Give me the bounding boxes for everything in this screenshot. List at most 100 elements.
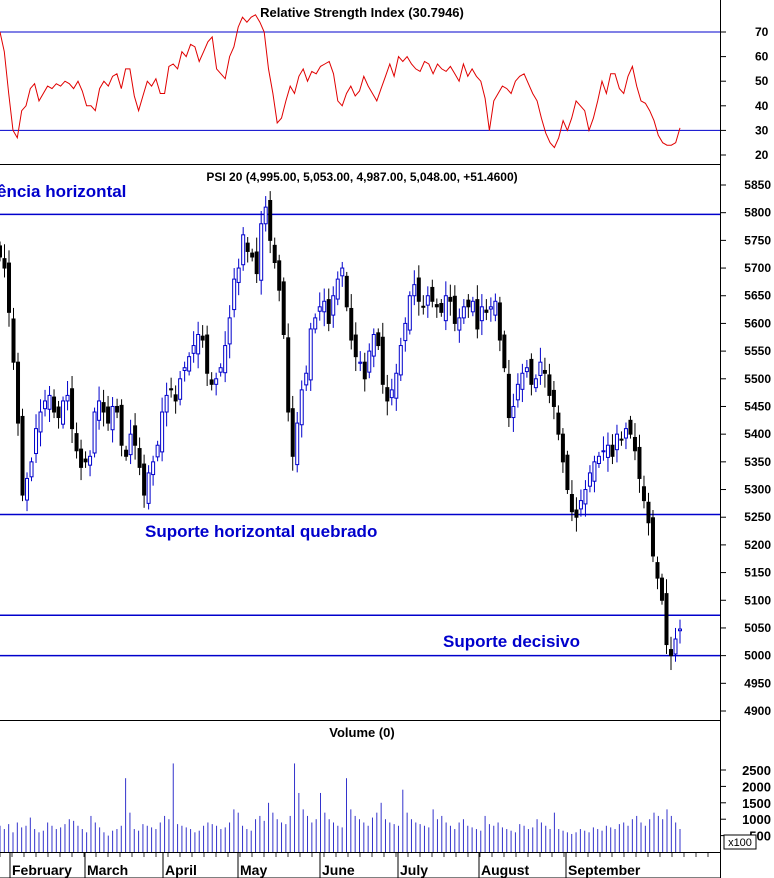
volume-scale-box — [723, 834, 757, 850]
price-reference-lines — [0, 213, 720, 657]
candle-body — [2, 258, 7, 269]
candle-body — [38, 411, 43, 433]
candle-body — [304, 372, 309, 386]
candle-body — [556, 412, 561, 435]
month-label: March — [87, 862, 128, 878]
volume-tick-label: 2000 — [742, 779, 771, 794]
price-tick-label: 5800 — [744, 206, 771, 220]
candle-body — [218, 367, 223, 373]
candle-body — [83, 458, 88, 463]
candle-body — [506, 373, 511, 419]
candle-body — [151, 461, 156, 476]
candle-body — [659, 577, 664, 601]
candle-body — [326, 299, 331, 324]
candle-body — [619, 438, 624, 441]
price-panel: PSI 20 (4,995.00, 5,053.00, 4,987.00, 5,… — [0, 170, 771, 718]
volume-title: Volume (0) — [329, 725, 395, 740]
candle-body — [605, 444, 610, 458]
rsi-reference-lines — [0, 31, 720, 131]
candle-body — [25, 477, 30, 501]
candle-body — [331, 295, 336, 316]
volume-tick-label: 1500 — [742, 796, 771, 811]
candle-body — [214, 378, 219, 385]
candle-body — [124, 449, 129, 457]
candle-body — [376, 332, 381, 347]
price-tick-label: 4950 — [744, 676, 771, 690]
month-label: April — [165, 862, 197, 878]
candle-body — [542, 369, 547, 374]
rsi-tick-label: 60 — [755, 50, 769, 64]
price-tick-label: 5400 — [744, 427, 771, 441]
price-tick-label: 5550 — [744, 344, 771, 358]
price-tick-label: 5050 — [744, 621, 771, 635]
candle-body — [520, 372, 525, 390]
candle-body — [20, 415, 25, 496]
candle-body — [43, 400, 48, 410]
rsi-tick-label: 70 — [755, 25, 769, 39]
candle-body — [371, 333, 376, 357]
volume-tick-label: 2500 — [742, 763, 771, 778]
candle-body — [641, 486, 646, 502]
candle-body — [164, 394, 169, 413]
candle-body — [173, 394, 178, 402]
price-tick-label: 5850 — [744, 178, 771, 192]
candle-body — [349, 307, 354, 341]
annotation-broken-support: Suporte horizontal quebrado — [145, 522, 377, 541]
candle-body — [398, 345, 403, 376]
candle-body — [412, 284, 417, 297]
candle-body — [583, 489, 588, 505]
candle-body — [358, 361, 363, 364]
price-tick-label: 5200 — [744, 538, 771, 552]
candle-body — [578, 500, 583, 510]
candle-body — [362, 361, 367, 380]
candle-body — [466, 299, 471, 308]
candle-body — [236, 267, 241, 283]
price-tick-label: 5350 — [744, 455, 771, 469]
candle-body — [322, 300, 327, 313]
candle-body — [200, 335, 205, 341]
candle-body — [115, 405, 120, 413]
candle-body — [434, 304, 439, 308]
candle-body — [209, 379, 214, 385]
volume-tick-label: 1000 — [742, 812, 771, 827]
price-tick-label: 5600 — [744, 316, 771, 330]
candle-body — [457, 317, 462, 331]
candle-body — [353, 334, 358, 358]
candle-body — [497, 302, 502, 341]
candle-body — [29, 461, 34, 478]
candle-body — [7, 262, 12, 313]
candle-body — [587, 472, 592, 487]
price-tick-label: 5250 — [744, 510, 771, 524]
candle-body — [299, 389, 304, 426]
candle-body — [79, 448, 84, 468]
candle-body — [205, 334, 210, 374]
candle-body — [106, 406, 111, 424]
candle-body — [416, 277, 421, 302]
candle-body — [16, 361, 21, 424]
volume-bars — [0, 763, 681, 852]
candle-body — [592, 461, 597, 482]
candle-body — [502, 334, 507, 369]
candle-body — [142, 463, 147, 496]
candle-body — [632, 436, 637, 452]
price-tick-label: 5500 — [744, 372, 771, 386]
candle-body — [191, 345, 196, 354]
candle-body — [146, 472, 151, 504]
candle-body — [646, 501, 651, 524]
candle-body — [313, 317, 318, 330]
price-title: PSI 20 (4,995.00, 5,053.00, 4,987.00, 5,… — [206, 170, 517, 184]
price-tick-label: 5300 — [744, 483, 771, 497]
candle-body — [439, 302, 444, 313]
price-tick-label: 5650 — [744, 289, 771, 303]
candle-body — [169, 388, 174, 391]
price-tick-label: 5000 — [744, 649, 771, 663]
candle-body — [263, 206, 268, 225]
candle-body — [65, 394, 70, 402]
annotation-resistance: ência horizontal — [0, 182, 126, 201]
candle-body — [281, 281, 286, 335]
candle-body — [92, 411, 97, 454]
candle-body — [344, 275, 349, 308]
